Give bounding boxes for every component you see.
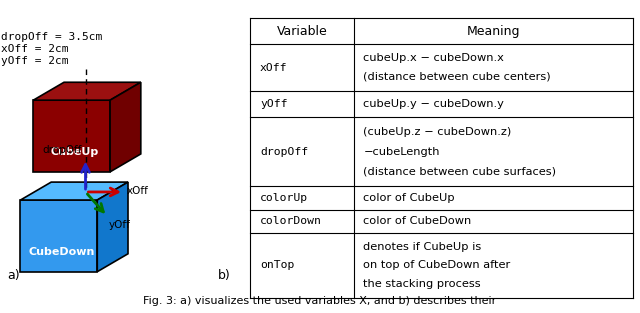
Text: Variable: Variable — [276, 25, 327, 38]
Text: Meaning: Meaning — [467, 25, 520, 38]
Text: CubeUp: CubeUp — [51, 147, 99, 157]
Text: a): a) — [8, 269, 20, 282]
Text: dropOff = 3.5cm
xOff = 2cm
yOff = 2cm: dropOff = 3.5cm xOff = 2cm yOff = 2cm — [1, 32, 102, 65]
Polygon shape — [33, 100, 110, 172]
Polygon shape — [20, 200, 97, 272]
Text: on top of CubeDown after: on top of CubeDown after — [364, 260, 511, 270]
Text: colorUp: colorUp — [260, 193, 308, 203]
Text: onTop: onTop — [260, 260, 294, 270]
Text: cubeUp.x − cubeDown.x: cubeUp.x − cubeDown.x — [364, 53, 504, 63]
Text: yOff: yOff — [260, 99, 287, 109]
Text: Fig. 3: a) visualizes the used variables X, and b) describes their: Fig. 3: a) visualizes the used variables… — [143, 296, 497, 306]
Text: colorDown: colorDown — [260, 216, 322, 226]
Polygon shape — [110, 82, 141, 172]
Polygon shape — [33, 82, 141, 100]
Text: cubeUp.y − cubeDown.y: cubeUp.y − cubeDown.y — [364, 99, 504, 109]
Text: xOff: xOff — [127, 186, 148, 196]
Text: dropOff: dropOff — [260, 146, 308, 156]
Polygon shape — [20, 182, 128, 200]
Text: the stacking process: the stacking process — [364, 279, 481, 289]
Text: color of CubeUp: color of CubeUp — [364, 193, 455, 203]
Text: (cubeUp.z − cubeDown.z): (cubeUp.z − cubeDown.z) — [364, 127, 511, 137]
Text: xOff: xOff — [260, 63, 287, 73]
Text: color of CubeDown: color of CubeDown — [364, 216, 472, 226]
Text: b): b) — [218, 269, 230, 282]
Text: CubeDown: CubeDown — [29, 247, 95, 257]
Polygon shape — [97, 182, 128, 272]
Text: dropOff: dropOff — [42, 145, 82, 155]
Text: −cubeLength: −cubeLength — [364, 146, 440, 156]
Text: (distance between cube centers): (distance between cube centers) — [364, 72, 551, 82]
Text: denotes if CubeUp is: denotes if CubeUp is — [364, 242, 482, 252]
Text: yOff: yOff — [109, 220, 131, 230]
Text: (distance between cube surfaces): (distance between cube surfaces) — [364, 167, 556, 177]
